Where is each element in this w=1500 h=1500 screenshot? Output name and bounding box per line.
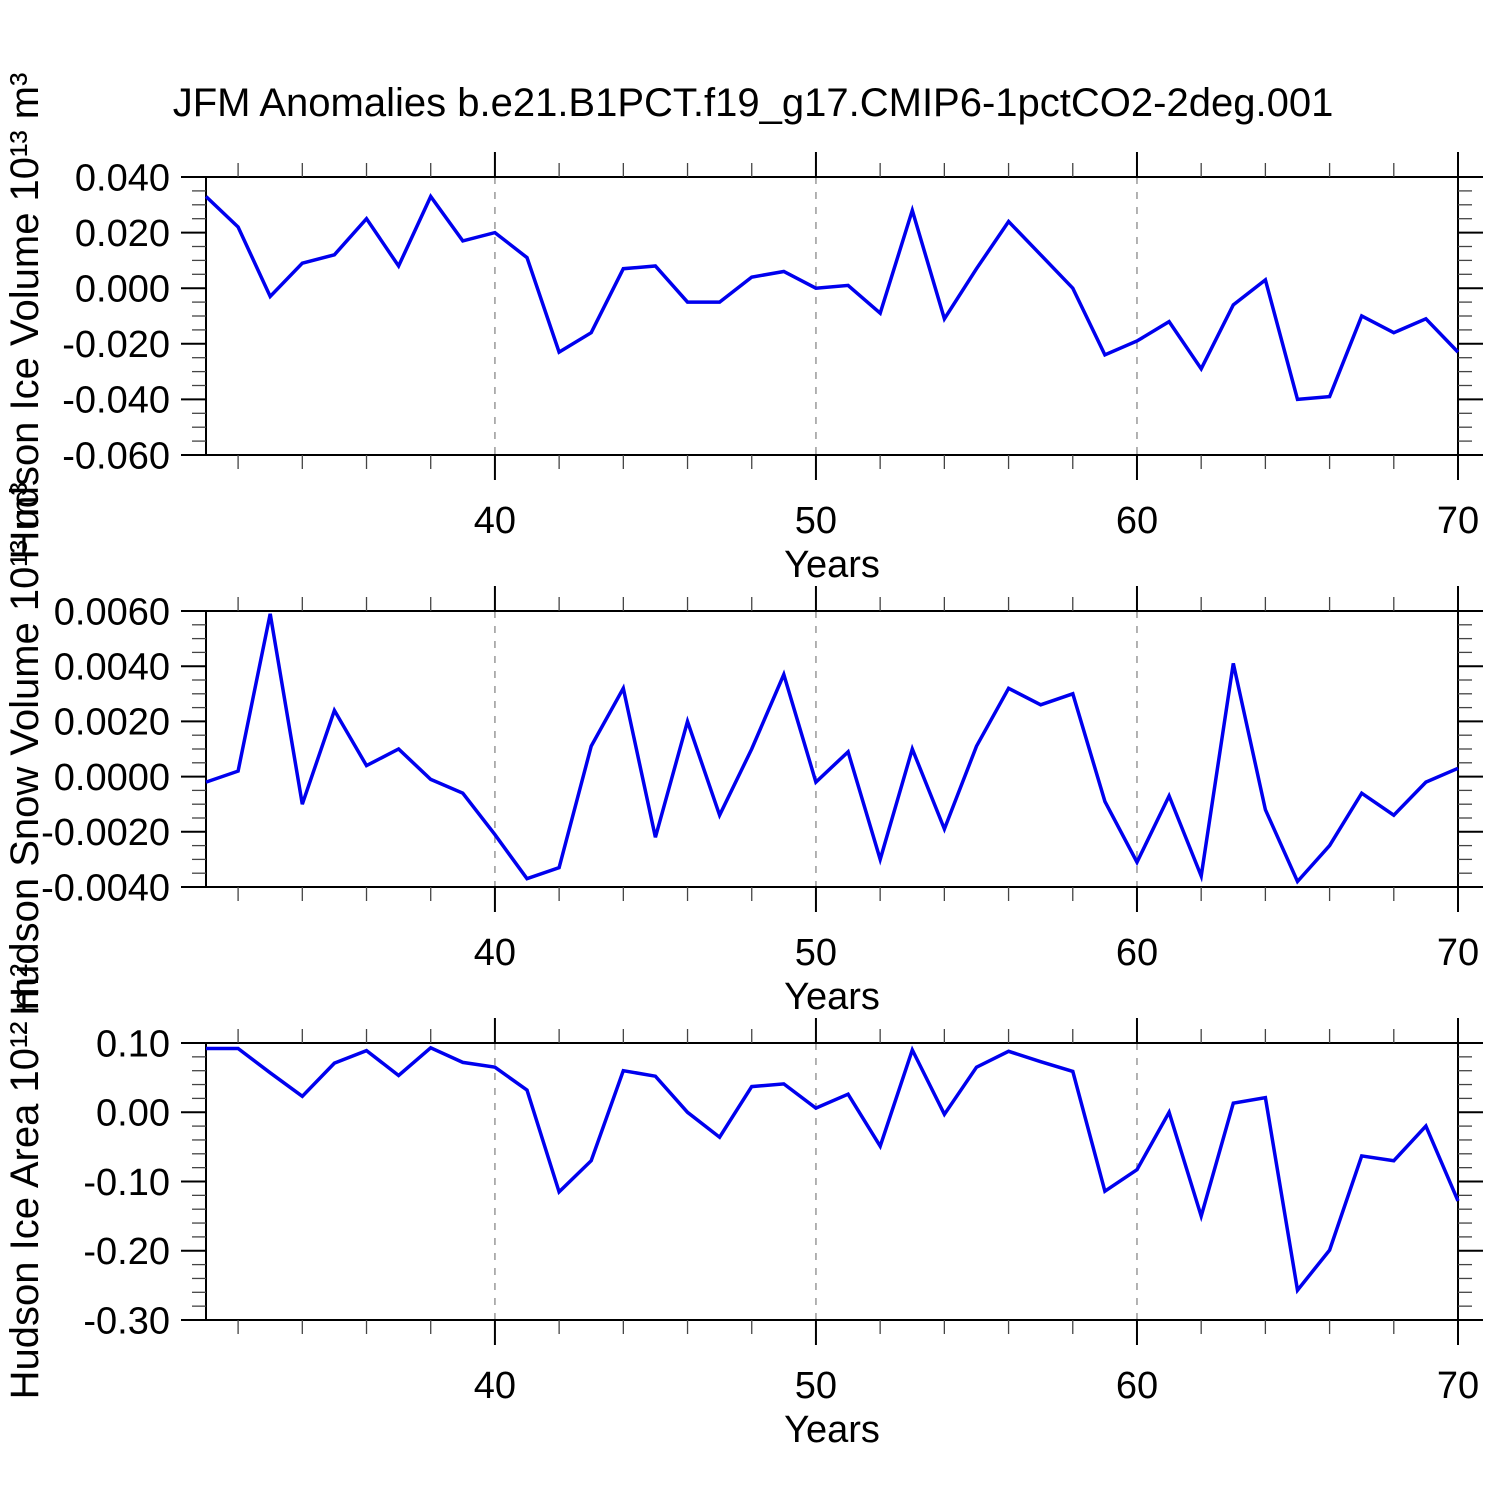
y-tick-label: 0.10 [96, 1023, 170, 1065]
plot-frame [205, 176, 1459, 456]
y-tick-label: -0.10 [83, 1162, 170, 1204]
y-tick-labels: 0.040 0.020 0.000 -0.020 -0.040 -0.060 [62, 157, 170, 477]
y-tick-label: -0.0020 [41, 812, 170, 854]
x-tick-label: 50 [795, 1365, 837, 1407]
x-axis-title: Years [784, 976, 880, 1018]
hudson-ice-area-plot: 0.10 0.00 -0.10 -0.20 -0.30 40 50 60 70 Years Huds… [3, 964, 1483, 1451]
x-tick-label: 70 [1437, 500, 1479, 542]
y-tick-label: 0.000 [75, 269, 170, 311]
y-tick-label: -0.040 [62, 380, 170, 422]
x-axis-title: Years [784, 544, 880, 586]
hudson-ice-area-series-line [206, 1045, 1460, 1295]
y-tick-label: 0.0040 [54, 647, 170, 689]
x-gridlines [494, 177, 1138, 455]
y-axis-title: Hudson Ice Area 10¹² m² [3, 964, 47, 1400]
y-tick-label: 0.0060 [54, 591, 170, 633]
hudson-snow-volume-series-line [205, 613, 1459, 885]
y-ticks [181, 610, 1483, 888]
x-axis-title: Years [784, 1409, 880, 1451]
y-axis-title: Hudson Snow Volume 10¹³ m³ [3, 482, 47, 1016]
figure-title: JFM Anomalies b.e21.B1PCT.f19_g17.CMIP6-… [172, 81, 1334, 125]
y-axis-title: Hudson Ice Volume 10¹³ m³ [3, 73, 47, 560]
y-tick-label: -0.020 [62, 324, 170, 366]
y-ticks [181, 1042, 1483, 1321]
x-tick-label: 50 [795, 500, 837, 542]
y-tick-label: -0.0040 [41, 867, 170, 909]
y-ticks [181, 176, 1483, 456]
x-tick-label: 60 [1116, 932, 1158, 974]
x-tick-label: 50 [795, 932, 837, 974]
x-gridlines [494, 611, 1138, 887]
x-ticks [237, 1018, 1459, 1345]
x-tick-labels: 40 50 60 70 [474, 1365, 1479, 1407]
x-ticks [237, 586, 1459, 912]
y-tick-labels: 0.0060 0.0040 0.0020 0.0000 -0.0020 -0.0040 [41, 591, 170, 909]
x-tick-label: 70 [1437, 1365, 1479, 1407]
x-tick-label: 60 [1116, 1365, 1158, 1407]
x-tick-label: 70 [1437, 932, 1479, 974]
x-tick-label: 40 [474, 500, 516, 542]
x-gridlines [494, 1043, 1138, 1320]
y-tick-label: -0.20 [83, 1231, 170, 1273]
y-tick-labels: 0.10 0.00 -0.10 -0.20 -0.30 [83, 1023, 170, 1342]
y-tick-label: 0.0020 [54, 702, 170, 744]
x-tick-label: 40 [474, 1365, 516, 1407]
y-tick-label: 0.040 [75, 157, 170, 199]
y-tick-label: 0.0000 [54, 757, 170, 799]
y-tick-label: -0.060 [62, 435, 170, 477]
hudson-ice-volume-plot: 0.040 0.020 0.000 -0.020 -0.040 -0.060 40 50 60 7… [3, 73, 1483, 586]
plot-frame [205, 610, 1459, 888]
x-tick-label: 60 [1116, 500, 1158, 542]
x-tick-labels: 40 50 60 70 [474, 500, 1479, 542]
y-tick-label: 0.00 [96, 1093, 170, 1135]
plot-frame [205, 1042, 1459, 1321]
x-ticks [237, 152, 1459, 480]
y-tick-label: 0.020 [75, 213, 170, 255]
hudson-ice-volume-series-line [204, 193, 1460, 402]
hudson-snow-volume-plot: 0.0060 0.0040 0.0020 0.0000 -0.0020 -0.0040 40… [3, 482, 1483, 1018]
x-tick-label: 40 [474, 932, 516, 974]
y-tick-label: -0.30 [83, 1300, 170, 1342]
x-tick-labels: 40 50 60 70 [474, 932, 1479, 974]
